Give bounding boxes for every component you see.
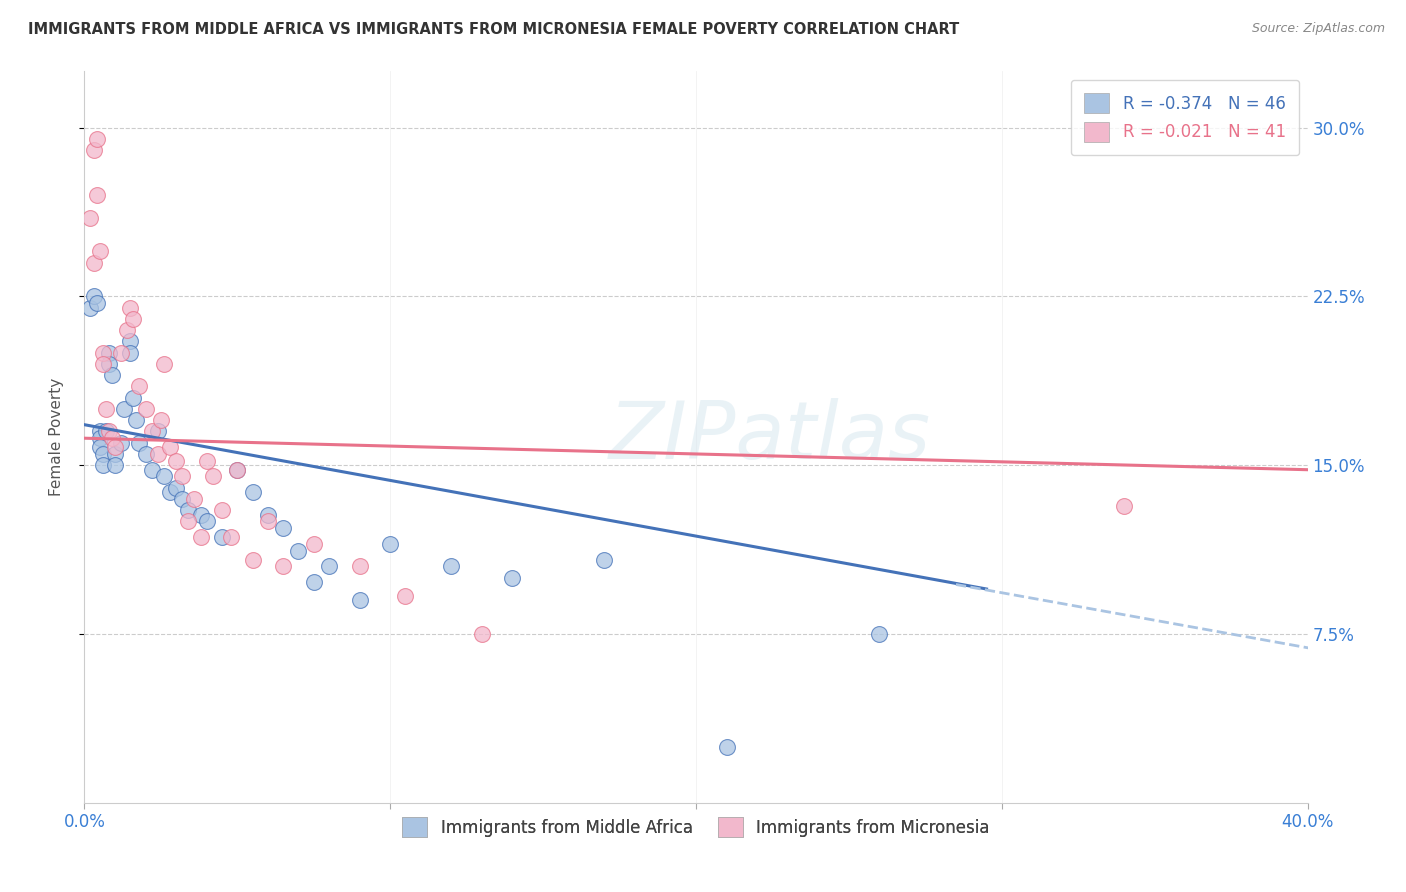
Point (141, 425, 163, 439)
Point (153, 469, 176, 483)
Point (89, 431, 111, 445)
Point (242, 553, 264, 567)
Point (440, 559, 463, 574)
Point (195, 453, 218, 467)
Point (112, 401, 135, 416)
Point (177, 503, 200, 517)
Point (120, 334, 142, 349)
Point (104, 458, 127, 473)
Point (79, 211, 101, 225)
Point (302, 575, 325, 590)
Point (122, 312, 145, 326)
Point (318, 559, 340, 574)
Point (89, 440, 111, 454)
Point (271, 559, 294, 574)
Point (394, 589, 416, 603)
Point (349, 559, 371, 574)
Point (177, 515, 200, 529)
Point (146, 425, 169, 439)
Point (120, 301, 142, 315)
Point (91, 345, 114, 359)
Point (211, 530, 233, 544)
Point (135, 401, 157, 416)
Point (104, 440, 127, 454)
Point (101, 431, 124, 445)
Point (869, 627, 891, 641)
Point (1114, 499, 1136, 513)
Point (165, 453, 187, 467)
Point (502, 571, 524, 585)
Point (91, 458, 114, 473)
Point (110, 435, 132, 450)
Point (86, 188, 108, 202)
Point (226, 463, 249, 477)
Point (128, 435, 150, 450)
Point (226, 463, 249, 477)
Point (190, 530, 212, 544)
Point (271, 521, 294, 535)
Text: ZIPatlas: ZIPatlas (609, 398, 931, 476)
Point (190, 508, 212, 522)
Point (97, 357, 120, 371)
Y-axis label: Female Poverty: Female Poverty (49, 378, 63, 496)
Point (125, 413, 148, 427)
Point (83, 143, 105, 157)
Point (146, 447, 169, 461)
Point (219, 530, 242, 544)
Point (89, 425, 111, 439)
Legend: Immigrants from Middle Africa, Immigrants from Micronesia: Immigrants from Middle Africa, Immigrant… (394, 809, 998, 846)
Point (716, 739, 738, 754)
Point (83, 255, 105, 269)
Point (97, 345, 120, 359)
Point (159, 440, 181, 454)
Point (165, 481, 187, 495)
Point (172, 491, 194, 506)
Point (115, 323, 138, 337)
Text: Source: ZipAtlas.com: Source: ZipAtlas.com (1251, 22, 1385, 36)
Point (159, 485, 181, 500)
Point (91, 357, 114, 371)
Point (86, 296, 108, 310)
Point (302, 537, 325, 551)
Point (201, 469, 224, 483)
Point (83, 289, 105, 303)
Point (101, 368, 124, 383)
Point (135, 447, 157, 461)
Point (89, 244, 111, 259)
Point (97, 425, 120, 439)
Point (172, 469, 194, 483)
Point (149, 413, 172, 427)
Text: IMMIGRANTS FROM MIDDLE AFRICA VS IMMIGRANTS FROM MICRONESIA FEMALE POVERTY CORRE: IMMIGRANTS FROM MIDDLE AFRICA VS IMMIGRA… (28, 22, 959, 37)
Point (257, 508, 280, 522)
Point (593, 553, 616, 567)
Point (122, 391, 145, 405)
Point (104, 447, 127, 461)
Point (128, 379, 150, 393)
Point (79, 301, 101, 315)
Point (91, 447, 114, 461)
Point (257, 515, 280, 529)
Point (471, 627, 494, 641)
Point (287, 543, 309, 558)
Point (86, 132, 108, 146)
Point (195, 515, 218, 529)
Point (242, 485, 264, 500)
Point (183, 491, 205, 506)
Point (110, 345, 132, 359)
Point (349, 593, 371, 607)
Point (380, 537, 402, 551)
Point (141, 463, 163, 477)
Point (94, 401, 117, 416)
Point (211, 503, 233, 517)
Point (153, 357, 176, 371)
Point (94, 425, 117, 439)
Point (120, 345, 142, 359)
